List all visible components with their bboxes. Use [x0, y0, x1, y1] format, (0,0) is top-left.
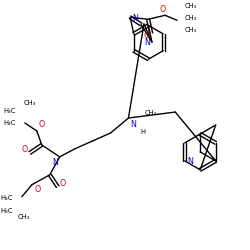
Text: CH₃: CH₃: [18, 214, 30, 220]
Text: CH₃: CH₃: [185, 3, 197, 9]
Text: CH₃: CH₃: [24, 100, 36, 106]
Text: H₃C: H₃C: [1, 208, 13, 214]
Text: CH₃: CH₃: [185, 27, 197, 33]
Text: CH₃: CH₃: [144, 110, 156, 116]
Text: N: N: [132, 14, 138, 23]
Text: CH₃: CH₃: [185, 15, 197, 21]
Text: H: H: [140, 129, 145, 135]
Text: O: O: [143, 31, 149, 40]
Text: O: O: [160, 5, 166, 14]
Text: O: O: [22, 146, 28, 154]
Text: N: N: [52, 158, 58, 167]
Text: H₃C: H₃C: [4, 108, 16, 114]
Text: O: O: [60, 179, 66, 188]
Text: H₃C: H₃C: [1, 195, 13, 201]
Text: N: N: [144, 38, 150, 48]
Text: H₃C: H₃C: [4, 120, 16, 126]
Text: O: O: [39, 120, 45, 130]
Text: N: N: [130, 120, 136, 130]
Text: N: N: [188, 157, 194, 166]
Text: O: O: [35, 185, 41, 194]
